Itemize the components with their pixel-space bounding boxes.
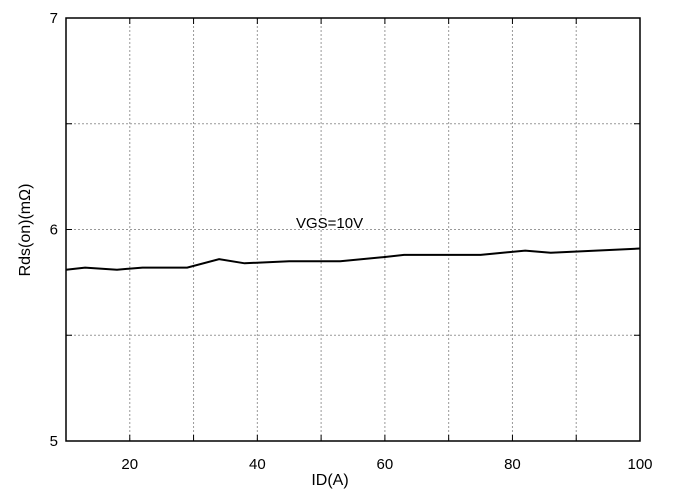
y-tick-label: 7	[50, 10, 58, 27]
grid-lines	[66, 18, 640, 441]
x-axis-label: ID(A)	[311, 472, 348, 489]
x-tick-label: 80	[504, 456, 521, 473]
y-tick-label: 5	[50, 433, 58, 450]
y-tick-labels: 5 6 7	[50, 10, 58, 450]
x-tick-labels: 20 40 60 80 100	[121, 456, 652, 473]
y-tick-label: 6	[50, 222, 58, 239]
series-line	[65, 247, 641, 271]
x-tick-label: 100	[627, 456, 652, 473]
x-tick-label: 20	[121, 456, 138, 473]
x-tick-label: 60	[377, 456, 394, 473]
x-tick-label: 40	[249, 456, 266, 473]
y-axis-label: Rds(on)(mΩ)	[17, 184, 34, 277]
annotation-label: VGS=10V	[296, 215, 363, 232]
tick-marks	[65, 17, 641, 442]
